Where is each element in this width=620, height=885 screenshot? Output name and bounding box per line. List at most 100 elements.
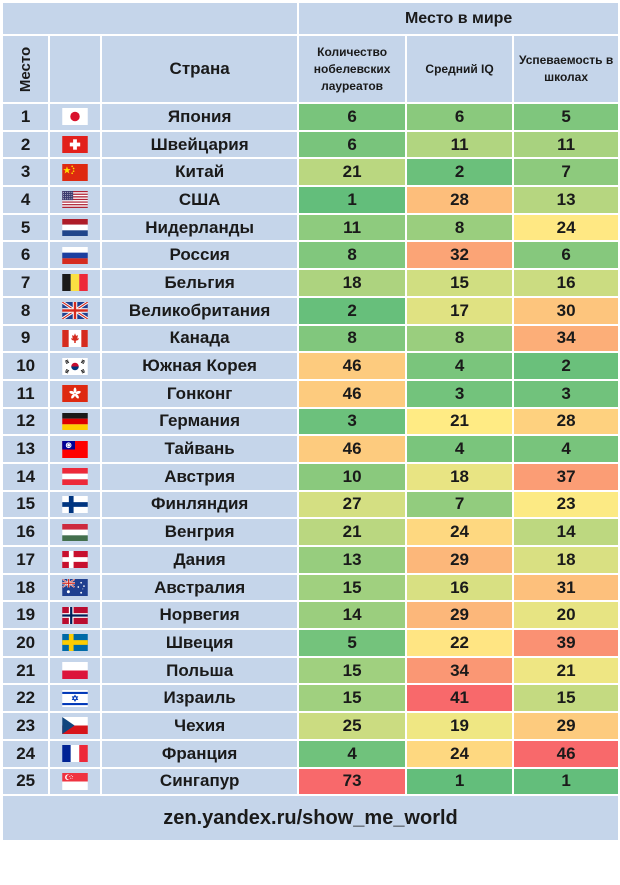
nobel-value-cell: 15 — [297, 683, 407, 714]
school-value-cell: 2 — [512, 351, 620, 381]
country-cell: Дания — [99, 545, 300, 575]
rank-cell: 6 — [0, 240, 51, 271]
flag-cell — [48, 323, 102, 354]
south-korea-flag-icon — [62, 357, 88, 375]
table-row: 11 Гонконг 46 3 3 — [0, 378, 620, 409]
school-value-cell: 39 — [512, 628, 620, 658]
country-cell: Сингапур — [99, 766, 300, 797]
belgium-flag-icon — [62, 274, 88, 292]
country-cell: Чехия — [99, 711, 300, 741]
table-row: 14 Австрия 10 18 37 — [0, 461, 620, 492]
country-cell: Франция — [99, 738, 300, 769]
nobel-header: Количество нобелевских лауреатов — [297, 34, 407, 104]
nobel-value-cell: 73 — [297, 766, 407, 797]
country-cell: Гонконг — [99, 378, 300, 409]
norway-flag-icon — [62, 606, 88, 624]
iq-value-cell: 2 — [404, 157, 515, 188]
rank-cell: 22 — [0, 683, 51, 714]
rank-cell: 10 — [0, 351, 51, 381]
nobel-value-cell: 18 — [297, 268, 407, 298]
table-row: 7 Бельгия 18 15 16 — [0, 268, 620, 298]
iq-value-cell: 4 — [404, 434, 515, 464]
school-value-cell: 29 — [512, 711, 620, 741]
austria-flag-icon — [62, 468, 88, 486]
canada-flag-icon — [62, 329, 88, 347]
iq-value-cell: 8 — [404, 212, 515, 243]
table-row: 23 Чехия 25 19 29 — [0, 711, 620, 741]
flag-cell — [48, 212, 102, 243]
nobel-value-cell: 6 — [297, 129, 407, 160]
iq-value-cell: 16 — [404, 572, 515, 603]
iq-value-cell: 24 — [404, 517, 515, 547]
ranking-table: Место в мире Место Страна Количество ноб… — [0, 1, 620, 843]
country-cell: Япония — [99, 102, 300, 132]
flag-cell — [48, 517, 102, 547]
table-row: 15 Финляндия 27 7 23 — [0, 489, 620, 520]
iq-value-cell: 8 — [404, 323, 515, 354]
nobel-value-cell: 13 — [297, 545, 407, 575]
iq-value-cell: 11 — [404, 129, 515, 160]
flag-cell — [48, 572, 102, 603]
rank-cell: 25 — [0, 766, 51, 797]
rank-cell: 15 — [0, 489, 51, 520]
sweden-flag-icon — [62, 634, 88, 652]
iq-value-cell: 21 — [404, 406, 515, 437]
country-cell: Германия — [99, 406, 300, 437]
iq-value-cell: 32 — [404, 240, 515, 271]
israel-flag-icon — [62, 689, 88, 707]
table-row: 2 Швейцария 6 11 11 — [0, 129, 620, 160]
iq-value-cell: 18 — [404, 461, 515, 492]
germany-flag-icon — [62, 412, 88, 430]
rank-cell: 19 — [0, 600, 51, 631]
school-value-cell: 11 — [512, 129, 620, 160]
nobel-value-cell: 14 — [297, 600, 407, 631]
iq-value-cell: 28 — [404, 185, 515, 215]
nobel-value-cell: 21 — [297, 517, 407, 547]
nobel-value-cell: 4 — [297, 738, 407, 769]
nobel-value-cell: 8 — [297, 240, 407, 271]
flag-cell — [48, 711, 102, 741]
nobel-value-cell: 1 — [297, 185, 407, 215]
country-cell: Норвегия — [99, 600, 300, 631]
school-value-cell: 24 — [512, 212, 620, 243]
table-row: 22 Израиль 15 41 15 — [0, 683, 620, 714]
nobel-value-cell: 25 — [297, 711, 407, 741]
flag-cell — [48, 378, 102, 409]
usa-flag-icon — [62, 191, 88, 209]
header-blank-top — [0, 1, 300, 36]
rank-cell: 5 — [0, 212, 51, 243]
table-row: 1 Япония 6 6 5 — [0, 102, 620, 132]
iq-value-cell: 29 — [404, 545, 515, 575]
iq-value-cell: 1 — [404, 766, 515, 797]
iq-value-cell: 15 — [404, 268, 515, 298]
singapore-flag-icon — [62, 772, 88, 790]
flag-cell — [48, 102, 102, 132]
country-cell: США — [99, 185, 300, 215]
school-value-cell: 3 — [512, 378, 620, 409]
switzerland-flag-icon — [62, 136, 88, 154]
flag-cell — [48, 461, 102, 492]
school-value-cell: 34 — [512, 323, 620, 354]
school-value-cell: 30 — [512, 295, 620, 326]
rank-cell: 8 — [0, 295, 51, 326]
flag-cell — [48, 738, 102, 769]
country-cell: Великобритания — [99, 295, 300, 326]
school-value-cell: 31 — [512, 572, 620, 603]
flag-cell — [48, 240, 102, 271]
iq-value-cell: 22 — [404, 628, 515, 658]
iq-value-cell: 6 — [404, 102, 515, 132]
school-value-cell: 13 — [512, 185, 620, 215]
nobel-value-cell: 21 — [297, 157, 407, 188]
table-row: 4 США 1 28 13 — [0, 185, 620, 215]
table-row: 16 Венгрия 21 24 14 — [0, 517, 620, 547]
rank-cell: 18 — [0, 572, 51, 603]
flag-cell — [48, 628, 102, 658]
finland-flag-icon — [62, 495, 88, 513]
group-title: Место в мире — [297, 1, 620, 36]
country-cell: Польша — [99, 655, 300, 686]
table-row: 5 Нидерланды 11 8 24 — [0, 212, 620, 243]
country-cell: Россия — [99, 240, 300, 271]
iq-value-cell: 34 — [404, 655, 515, 686]
rank-cell: 7 — [0, 268, 51, 298]
